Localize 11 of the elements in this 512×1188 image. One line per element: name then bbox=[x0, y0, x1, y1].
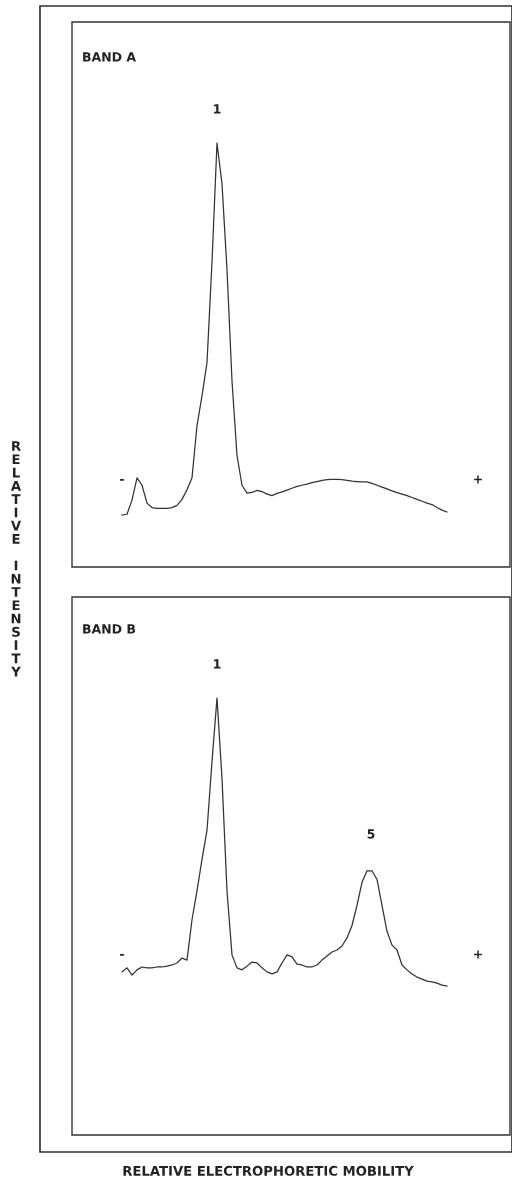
annotation: - bbox=[120, 953, 124, 956]
x-axis-title: RELATIVE ELECTROPHORETIC MOBILITY bbox=[123, 1165, 414, 1176]
text: 1 bbox=[214, 659, 221, 669]
text: RELATIVE INTENSITY bbox=[10, 441, 22, 677]
text: + bbox=[474, 475, 482, 484]
text: 1 bbox=[214, 104, 221, 114]
text: BAND B bbox=[83, 624, 136, 634]
text: + bbox=[474, 950, 482, 959]
text: BAND A bbox=[83, 52, 136, 62]
annotation: 5 bbox=[367, 829, 375, 839]
annotation: - bbox=[120, 478, 124, 481]
